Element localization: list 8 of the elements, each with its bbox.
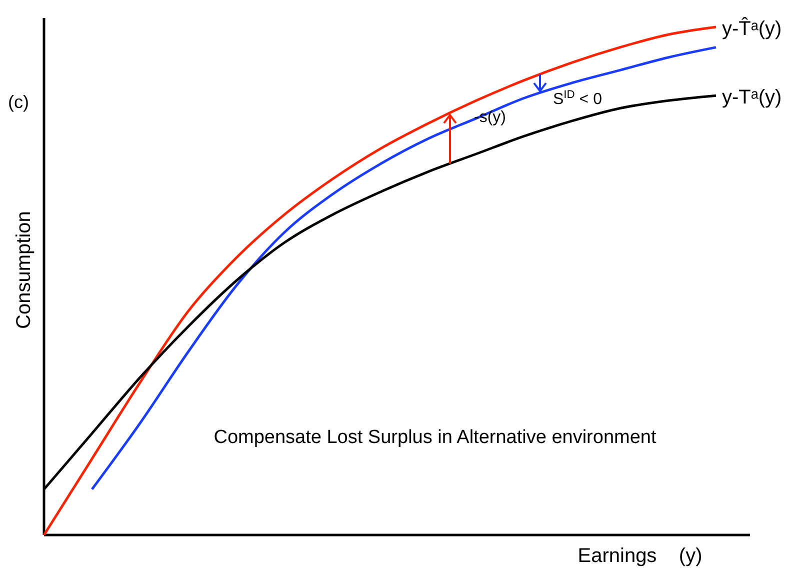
text: (c): [8, 92, 29, 112]
annotation: S$^{ID}$ < 0: [553, 89, 602, 108]
annotation: -s(y): [474, 109, 506, 126]
series-label: y-Tᵃ(y): [722, 86, 782, 109]
y-axis-title: Consumption: [13, 211, 35, 329]
series-label: y-T̂ᵃ(y): [722, 16, 782, 40]
x-axis-title: Earnings (y): [578, 545, 702, 567]
annotation: Compensate Lost Surplus in Alternative environment: [214, 427, 657, 448]
